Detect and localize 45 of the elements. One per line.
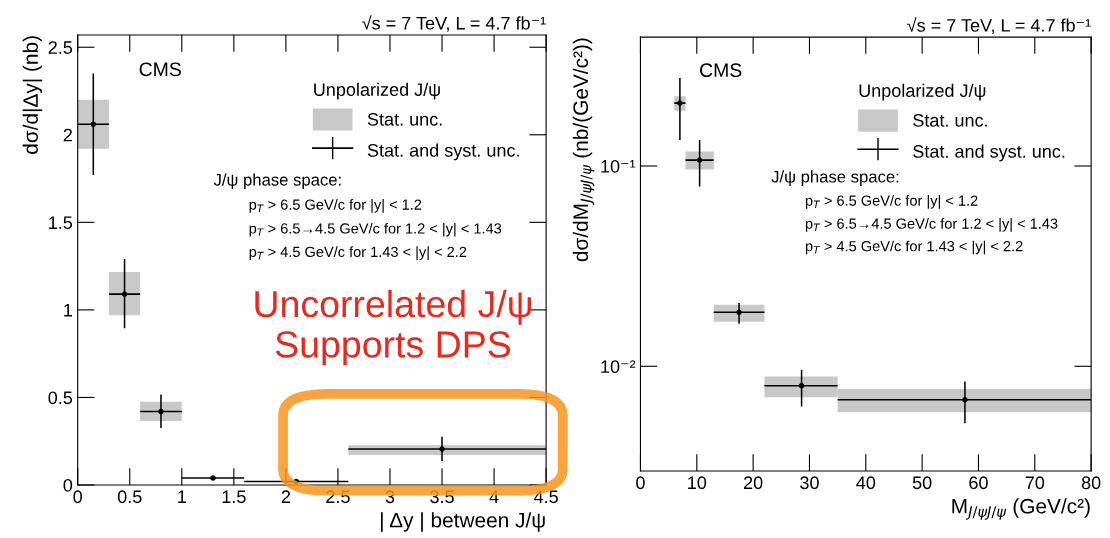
x-tick-label: 50 — [912, 476, 932, 490]
annotation: p$_{T}$ > 6.5→4.5 GeV/c for 1.2 < |y| < 1.43 — [249, 222, 502, 237]
annotation: p$_{T}$ > 4.5 GeV/c for 1.43 < |y| < 2.2 — [805, 240, 1023, 255]
x-tick-label: 1.5 — [222, 490, 246, 504]
legend-label: Stat. and syst. unc. — [367, 143, 519, 161]
annotation: CMS — [700, 63, 742, 78]
x-tick-label: 0 — [636, 476, 645, 490]
y-tick-label: 1.5 — [49, 216, 73, 230]
y-axis-title: dσ/dM$_{J/ψJ/ψ}$ (nb/(GeV/c²)) — [572, 38, 595, 262]
y-tick-label: 0.5 — [48, 391, 73, 405]
y-tick-label: 2 — [63, 128, 72, 142]
legend-title: Unpolarized J/ψ — [859, 83, 986, 101]
annotation: p$_{T}$ > 6.5 GeV/c for |y| < 1.2 — [249, 199, 422, 213]
y-tick-label: 2.5 — [48, 41, 73, 54]
annotation: J/ψ phase space: — [771, 170, 899, 186]
legend-label: Stat. unc. — [913, 113, 987, 127]
y-tick-label: 10⁻¹ — [601, 159, 636, 173]
x-tick-label: 40 — [856, 476, 876, 490]
annotation: J/ψ phase space: — [213, 173, 341, 189]
annotation: p$_{T}$ > 6.5 GeV/c for |y| < 1.2 — [805, 195, 978, 209]
x-axis-title: | Δy | between J/ψ — [381, 512, 545, 532]
x-tick-label: 80 — [1081, 476, 1101, 490]
x-axis-title: M$_{J/ψJ/ψ}$ (GeV/c²) — [952, 498, 1090, 520]
y-axis-title: dσ/d|Δy| (nb) — [22, 36, 43, 154]
legend-label: Stat. and syst. unc. — [913, 144, 1065, 162]
x-tick-label: 2 — [281, 490, 290, 503]
chart-title: √s = 7 TeV, L = 4.7 fb⁻¹ — [362, 15, 546, 32]
legend-title: Unpolarized J/ψ — [314, 82, 440, 100]
x-tick-label: 60 — [969, 476, 988, 490]
x-tick-label: 20 — [744, 476, 763, 490]
annotation: p$_{T}$ > 6.5→4.5 GeV/c for 1.2 < |y| < 1.43 — [805, 218, 1058, 232]
y-tick-label: 10⁻² — [601, 360, 636, 374]
x-tick-label: 4.5 — [533, 490, 558, 504]
x-tick-label: 0.5 — [117, 490, 142, 504]
annotation: p$_{T}$ > 4.5 GeV/c for 1.43 < |y| < 2.2 — [249, 246, 467, 260]
x-tick-label: 1 — [178, 490, 186, 503]
annotation: Uncorrelated J/ψ Supports DPS — [255, 289, 531, 366]
x-tick-label: 30 — [800, 476, 819, 490]
x-tick-label: 70 — [1025, 476, 1045, 490]
y-tick-label: 1 — [64, 304, 72, 317]
chart-title: √s = 7 TeV, L = 4.7 fb⁻¹ — [907, 17, 1091, 34]
annotation: CMS — [139, 62, 181, 77]
x-tick-label: 0 — [73, 490, 83, 504]
legend-label: Stat. unc. — [367, 112, 442, 126]
x-tick-label: 10 — [688, 476, 707, 490]
